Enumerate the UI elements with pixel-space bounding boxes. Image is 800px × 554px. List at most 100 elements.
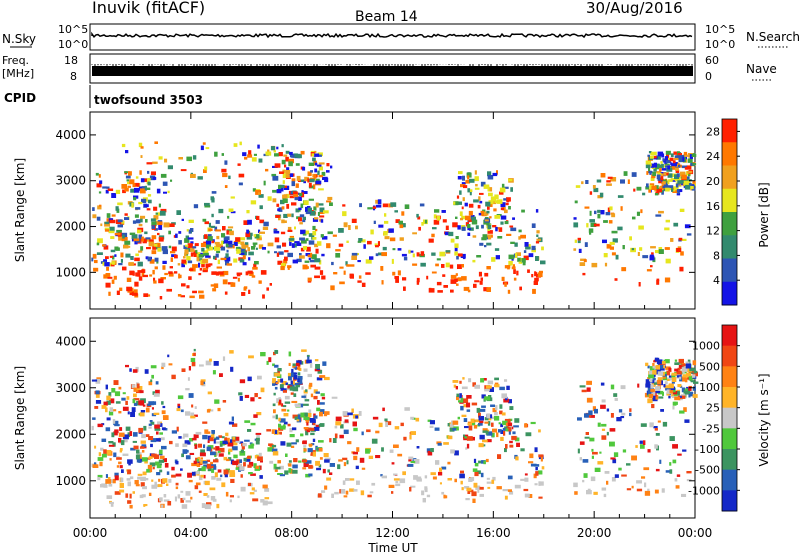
backscatter-cell: [114, 246, 119, 250]
backscatter-cell: [109, 458, 112, 461]
backscatter-cell: [461, 414, 467, 417]
backscatter-cell: [534, 447, 538, 453]
backscatter-cell: [118, 411, 122, 414]
backscatter-cell: [377, 241, 380, 247]
backscatter-cell: [654, 386, 661, 391]
backscatter-cell: [479, 200, 483, 204]
backscatter-cell: [534, 277, 539, 282]
backscatter-cell: [453, 384, 457, 388]
backscatter-cell: [129, 290, 134, 296]
backscatter-cell: [474, 384, 480, 389]
backscatter-cell: [398, 220, 403, 225]
backscatter-cell: [661, 168, 668, 171]
backscatter-cell: [322, 236, 328, 240]
backscatter-cell: [190, 241, 194, 244]
backscatter-cell: [171, 430, 177, 434]
backscatter-cell: [129, 431, 133, 436]
backscatter-cell: [206, 459, 211, 462]
backscatter-cell: [164, 463, 169, 468]
backscatter-cell: [456, 428, 459, 431]
backscatter-cell: [133, 393, 137, 398]
backscatter-cell: [253, 463, 257, 468]
backscatter-cell: [463, 404, 469, 408]
backscatter-cell: [105, 427, 111, 432]
backscatter-cell: [622, 245, 625, 250]
backscatter-cell: [298, 217, 302, 222]
backscatter-cell: [645, 186, 650, 190]
backscatter-cell: [357, 240, 362, 243]
backscatter-cell: [668, 179, 673, 182]
backscatter-cell: [378, 252, 383, 256]
backscatter-cell: [169, 223, 175, 227]
backscatter-cell: [291, 154, 295, 158]
backscatter-cell: [428, 238, 434, 243]
backscatter-cell: [447, 423, 450, 427]
backscatter-cell: [216, 235, 220, 240]
backscatter-cell: [344, 419, 349, 423]
backscatter-cell: [647, 488, 650, 493]
backscatter-cell: [154, 481, 157, 487]
backscatter-cell: [262, 294, 265, 299]
backscatter-cell: [486, 413, 491, 419]
backscatter-cell: [417, 216, 421, 220]
backscatter-cell: [132, 220, 137, 224]
backscatter-cell: [484, 417, 489, 421]
backscatter-cell: [211, 271, 217, 275]
backscatter-cell: [409, 434, 412, 440]
backscatter-cell: [115, 401, 121, 404]
backscatter-cell: [369, 256, 374, 260]
backscatter-cell: [658, 247, 663, 251]
backscatter-cell: [212, 370, 216, 375]
backscatter-cell: [248, 232, 253, 236]
backscatter-cell: [297, 365, 301, 370]
backscatter-cell: [594, 408, 598, 414]
backscatter-cell: [672, 186, 679, 191]
backscatter-cell: [666, 167, 673, 172]
backscatter-cell: [650, 388, 656, 392]
backscatter-cell: [475, 225, 479, 230]
backscatter-cell: [644, 392, 649, 398]
backscatter-cell: [535, 471, 539, 476]
backscatter-cell: [148, 294, 151, 297]
backscatter-cell: [316, 164, 322, 167]
backscatter-cell: [661, 361, 666, 365]
backscatter-cell: [611, 213, 616, 218]
backscatter-cell: [210, 461, 213, 467]
backscatter-cell: [375, 253, 379, 257]
backscatter-cell: [139, 390, 144, 394]
backscatter-cell: [125, 364, 129, 368]
backscatter-cell: [147, 181, 151, 186]
backscatter-cell: [331, 261, 334, 266]
backscatter-cell: [156, 431, 159, 435]
backscatter-cell: [287, 252, 293, 258]
backscatter-cell: [213, 447, 217, 450]
backscatter-cell: [252, 498, 259, 502]
backscatter-cell: [318, 166, 323, 171]
backscatter-cell: [175, 443, 179, 447]
backscatter-cell: [573, 222, 579, 228]
backscatter-cell: [312, 230, 317, 236]
backscatter-cell: [486, 439, 492, 443]
backscatter-cell: [305, 389, 308, 392]
backscatter-cell: [652, 395, 656, 401]
backscatter-cell: [301, 395, 306, 398]
backscatter-cell: [272, 451, 279, 456]
backscatter-cell: [287, 265, 292, 269]
backscatter-cell: [421, 490, 425, 496]
backscatter-cell: [211, 191, 217, 194]
backscatter-cell: [119, 449, 123, 453]
backscatter-cell: [631, 172, 637, 177]
backscatter-cell: [126, 478, 131, 481]
backscatter-cell: [514, 242, 518, 247]
backscatter-cell: [366, 429, 371, 433]
backscatter-cell: [119, 489, 125, 493]
backscatter-cell: [144, 185, 147, 191]
backscatter-cell: [160, 208, 167, 213]
backscatter-cell: [110, 236, 115, 239]
backscatter-cell: [273, 392, 276, 396]
backscatter-cell: [158, 278, 164, 284]
backscatter-cell: [158, 156, 163, 160]
backscatter-cell: [678, 237, 683, 241]
backscatter-cell: [199, 268, 203, 271]
backscatter-cell: [283, 220, 287, 223]
